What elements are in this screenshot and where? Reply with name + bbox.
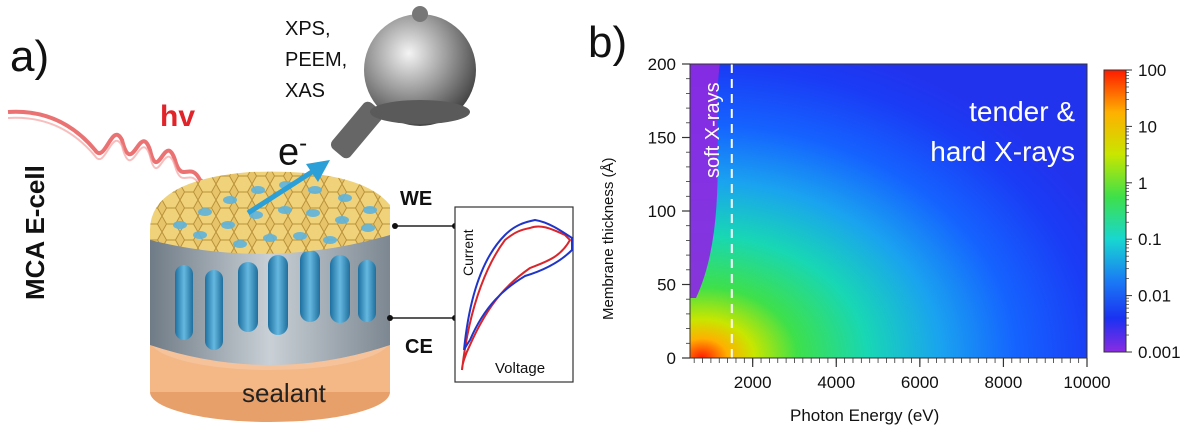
x-tick-label: 10000 xyxy=(1063,373,1110,392)
colorbar-tick-label: 100 xyxy=(1138,61,1166,80)
we-label: WE xyxy=(400,188,433,210)
photon-wave xyxy=(7,109,242,207)
x-tick-label: 8000 xyxy=(985,373,1023,392)
y-tick-label: 150 xyxy=(648,129,676,148)
technique-list: XPS, PEEM, XAS xyxy=(285,14,347,107)
analyzer-sphere xyxy=(330,6,476,159)
electron-charge: - xyxy=(299,130,308,157)
panel-a-graphic xyxy=(7,6,574,422)
technique-peem: PEEM, xyxy=(285,49,348,71)
x-tick-label: 4000 xyxy=(817,373,855,392)
electron-label: e- xyxy=(278,130,307,175)
x-axis-title: Photon Energy (eV) xyxy=(790,406,940,425)
y-axis-title: Membrane thickness (Å) xyxy=(600,157,617,320)
electron-arrow xyxy=(246,167,317,216)
sealant-label: sealant xyxy=(242,378,326,408)
y-tick-label: 0 xyxy=(667,349,676,368)
honeycomb-surface xyxy=(150,171,390,254)
cv-xlabel: Voltage xyxy=(495,360,546,377)
technique-xps: XPS, xyxy=(285,18,331,40)
y-tick-label: 50 xyxy=(657,276,676,295)
hard-xrays-label: tender & hard X-rays xyxy=(905,92,1075,172)
colorbar xyxy=(1103,69,1127,353)
hard-xrays-line2: hard X-rays xyxy=(930,136,1075,167)
x-tick-label: 2000 xyxy=(734,373,772,392)
y-tick-label: 100 xyxy=(648,202,676,221)
x-tick-label: 6000 xyxy=(901,373,939,392)
y-tick-label: 200 xyxy=(648,55,676,74)
technique-xas: XAS xyxy=(285,80,326,102)
photon-label: hv xyxy=(160,100,196,133)
electron-symbol: e xyxy=(278,131,300,174)
colorbar-tick-label: 1 xyxy=(1138,174,1147,193)
hard-xrays-line1: tender & xyxy=(969,96,1075,127)
colorbar-tick-label: 0.1 xyxy=(1138,230,1162,249)
colorbar-tick-label: 0.001 xyxy=(1138,343,1181,362)
soft-xrays-label: soft X-rays xyxy=(702,82,724,178)
colorbar-tick-label: 0.01 xyxy=(1138,287,1171,306)
cv-curve-blue xyxy=(463,218,573,351)
colorbar-tick-label: 10 xyxy=(1138,117,1157,136)
soft-region-band xyxy=(690,64,720,298)
cv-curve-red xyxy=(461,225,572,371)
panel-b-label: b) xyxy=(588,18,628,67)
ce-label: CE xyxy=(405,336,433,358)
panel-a-label: a) xyxy=(10,32,50,81)
heatmap-field xyxy=(690,64,1087,358)
